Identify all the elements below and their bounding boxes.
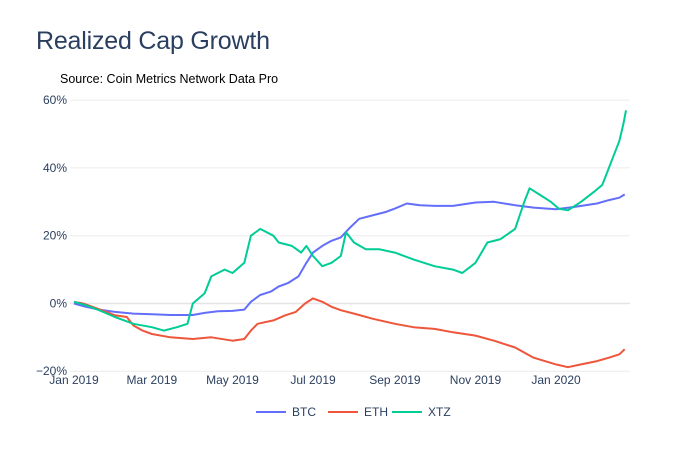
- y-tick-label: 20%: [43, 229, 67, 243]
- y-tick-label: −20%: [36, 364, 67, 378]
- x-tick-label: May 2019: [206, 373, 259, 387]
- series-line-btc: [73, 193, 626, 316]
- x-tick-label: Jan 2019: [49, 373, 99, 387]
- y-tick-label: 40%: [43, 161, 67, 175]
- legend-label: ETH: [364, 405, 388, 419]
- series-line-xtz: [73, 110, 627, 332]
- legend-label: BTC: [292, 405, 316, 419]
- x-tick-label: Mar 2019: [127, 373, 178, 387]
- series-line-eth: [73, 297, 626, 369]
- tick-layer: −20% 0% 20% 40% 60% Jan 2019 Mar 2019 May 2019 J…: [36, 93, 581, 387]
- x-tick-label: Nov 2019: [450, 373, 502, 387]
- grid-layer: [70, 99, 630, 372]
- chart-subtitle: Source: Coin Metrics Network Data Pro: [60, 72, 279, 86]
- y-tick-label: 60%: [43, 93, 67, 107]
- legend-item-xtz[interactable]: XTZ: [392, 405, 451, 419]
- legend[interactable]: BTC ETH XTZ: [256, 405, 451, 419]
- chart-title: Realized Cap Growth: [36, 27, 270, 55]
- x-tick-label: Jan 2020: [531, 373, 581, 387]
- legend-item-btc[interactable]: BTC: [256, 405, 316, 419]
- legend-label: XTZ: [428, 405, 451, 419]
- legend-item-eth[interactable]: ETH: [328, 405, 388, 419]
- x-tick-label: Sep 2019: [369, 373, 421, 387]
- series-layer: [73, 110, 627, 369]
- x-tick-label: Jul 2019: [290, 373, 336, 387]
- y-tick-label: 0%: [50, 296, 68, 310]
